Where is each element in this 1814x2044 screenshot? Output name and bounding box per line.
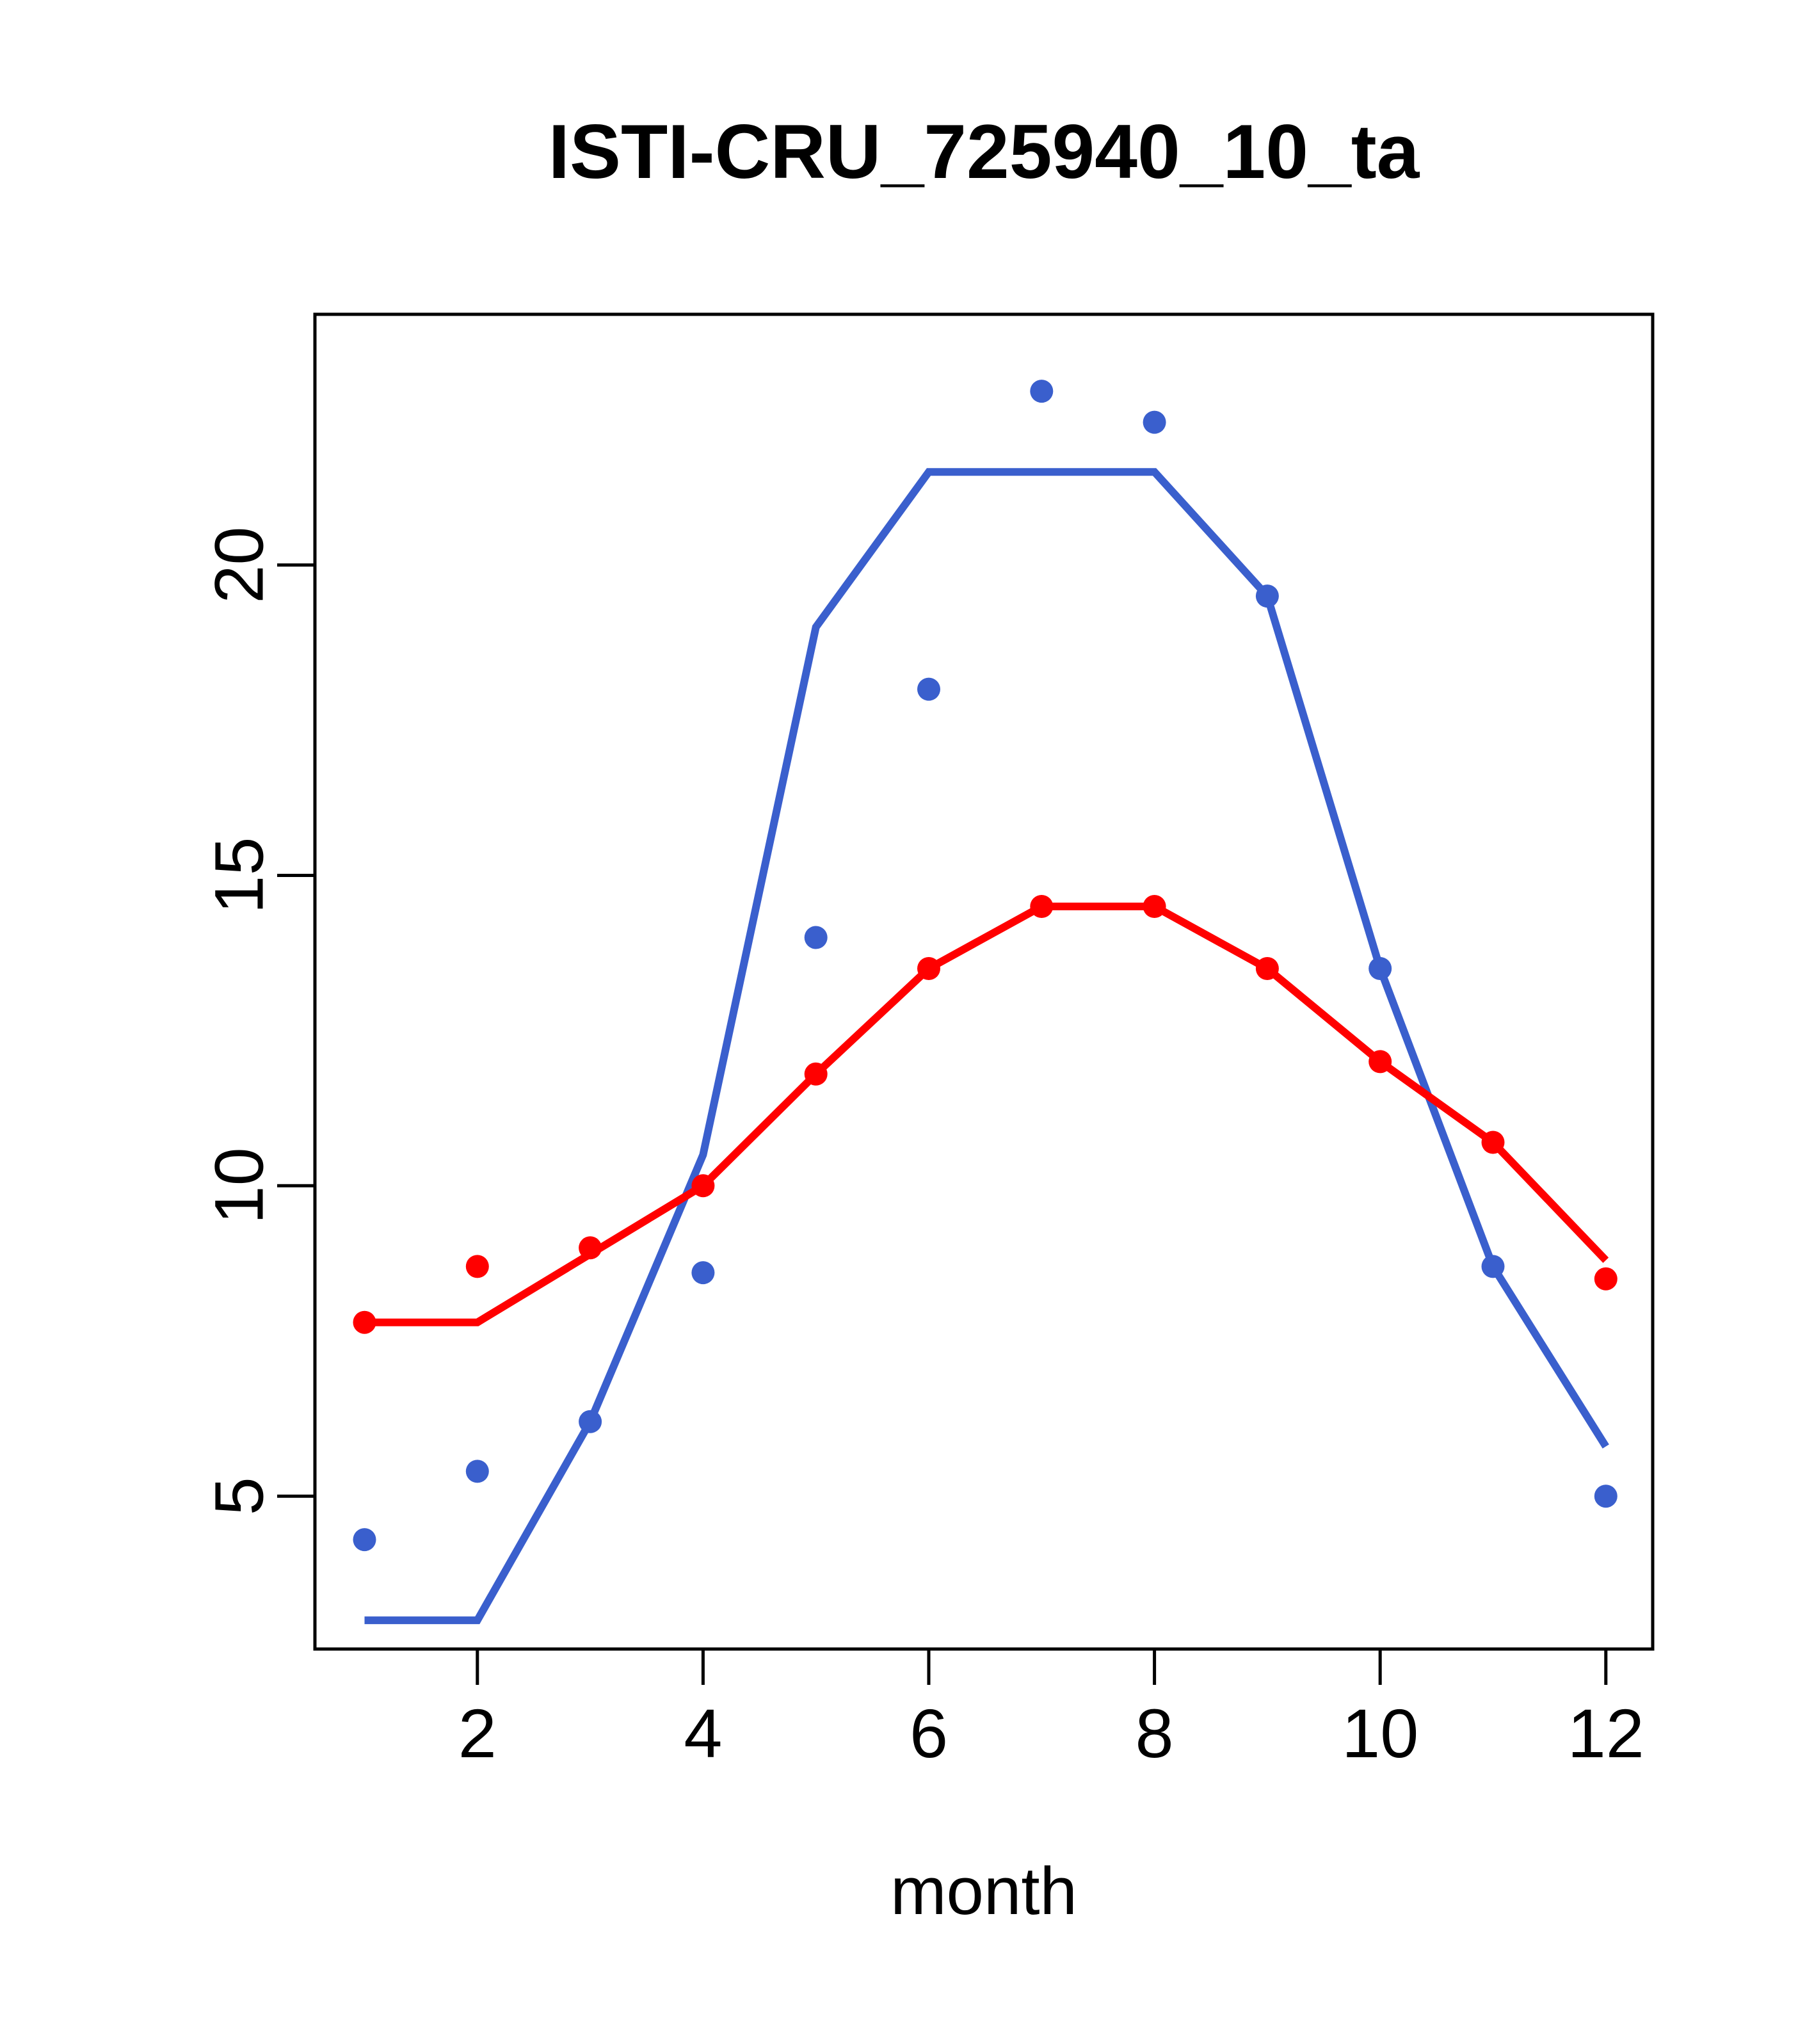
svg-text:10: 10	[200, 1147, 278, 1224]
svg-text:20: 20	[200, 527, 278, 604]
svg-text:15: 15	[200, 837, 278, 913]
svg-text:6: 6	[910, 1694, 948, 1772]
svg-text:4: 4	[684, 1694, 722, 1772]
svg-text:12: 12	[1568, 1694, 1644, 1772]
svg-text:2: 2	[458, 1694, 497, 1772]
svg-text:10: 10	[1342, 1694, 1418, 1772]
svg-text:8: 8	[1136, 1694, 1174, 1772]
svg-text:5: 5	[200, 1477, 278, 1515]
svg-text:month: month	[890, 1854, 1077, 1929]
